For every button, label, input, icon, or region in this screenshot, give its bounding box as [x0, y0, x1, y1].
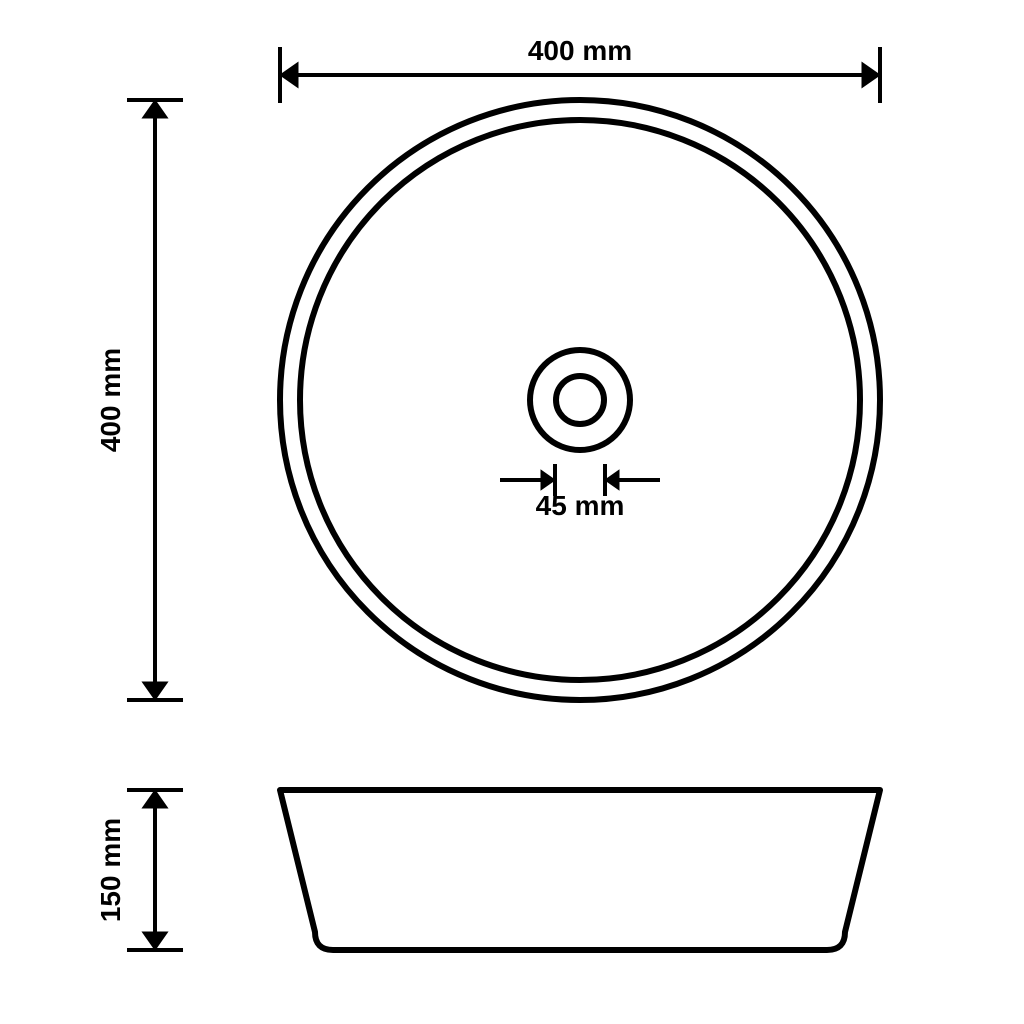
basin-inner-rim-circle — [300, 120, 860, 680]
drain-inner-circle — [556, 376, 604, 424]
dim-left-height-label: 400 mm — [95, 348, 126, 452]
dim-left-height — [127, 100, 183, 700]
dim-side-height — [127, 790, 183, 950]
drain-outer-circle — [530, 350, 630, 450]
basin-side-outline — [280, 790, 880, 950]
dim-drain-label: 45 mm — [536, 490, 625, 521]
dim-top-width-label: 400 mm — [528, 35, 632, 66]
basin-outer-circle — [280, 100, 880, 700]
dim-side-height-label: 150 mm — [95, 818, 126, 922]
